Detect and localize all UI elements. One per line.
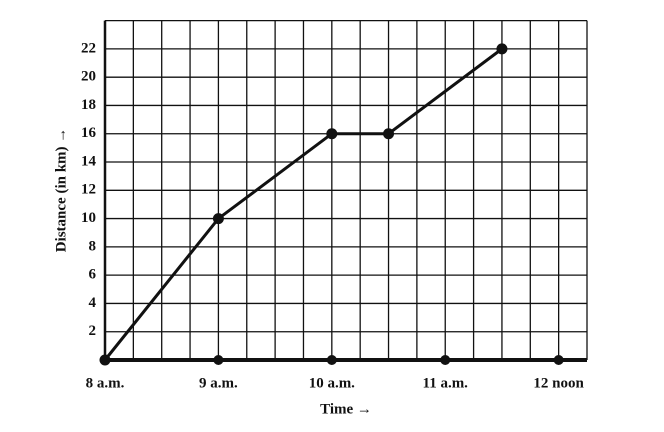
x-tick-label: 12 noon [533, 375, 584, 391]
point [326, 128, 338, 140]
x-tick-label: 10 a.m. [309, 375, 355, 391]
x-tick-label: 8 a.m. [86, 375, 125, 391]
y-tick-label: 14 [81, 153, 97, 169]
x-tick-mark [553, 355, 564, 365]
y-tick-label: 12 [81, 182, 96, 198]
x-tick-mark [440, 355, 451, 365]
x-tick-mark [213, 355, 224, 365]
y-axis-label: Distance (in km) → [53, 128, 69, 253]
point [212, 213, 224, 225]
x-tick-label: 11 a.m. [423, 375, 469, 391]
x-tick-label: 9 a.m. [199, 375, 238, 391]
y-tick-label: 2 [89, 323, 97, 339]
y-tick-label: 18 [81, 97, 96, 113]
x-axis-label: Time → [320, 401, 372, 417]
y-tick-label: 4 [89, 295, 97, 311]
y-tick-label: 22 [81, 40, 96, 56]
y-tick-label: 16 [81, 125, 97, 141]
point [496, 43, 508, 55]
y-tick-label: 20 [81, 69, 96, 85]
point [99, 354, 111, 366]
point [383, 128, 395, 140]
x-tick-mark [326, 355, 337, 365]
y-tick-label: 8 [89, 238, 97, 254]
y-tick-label: 10 [81, 210, 96, 226]
y-tick-label: 6 [89, 267, 97, 283]
